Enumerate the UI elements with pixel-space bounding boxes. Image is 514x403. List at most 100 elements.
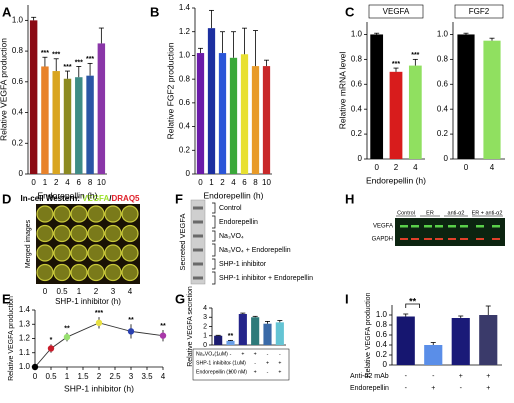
h-row-label: VEGFA — [373, 224, 393, 230]
treatment-sign: - — [405, 385, 408, 392]
x-tick-label: 2 — [54, 178, 59, 187]
y-axis-label: Relative FGF2 production — [165, 42, 175, 139]
x-tick-label: 1 — [209, 178, 214, 187]
bar — [41, 66, 49, 174]
treatment-sign: + — [278, 360, 281, 366]
well — [121, 263, 139, 282]
x-tick-label: 4 — [490, 163, 495, 172]
well — [53, 205, 71, 223]
bar — [262, 66, 271, 174]
f-ylabel: Secreted VEGFA — [178, 213, 187, 270]
y-tick-label: 0 — [203, 342, 207, 349]
chart-title-box — [454, 4, 504, 19]
bar — [226, 340, 235, 345]
treatment-sign: - — [242, 369, 244, 375]
band — [193, 248, 203, 252]
band — [460, 238, 468, 240]
d-col-label: 3 — [111, 287, 116, 296]
band — [492, 225, 500, 228]
well — [36, 205, 54, 223]
band — [193, 276, 203, 280]
y-tick-label: 1.0 — [12, 15, 24, 24]
blot-bands — [193, 206, 203, 280]
treatment-sign: - — [432, 373, 435, 380]
treatment-label: Na₃VO₄(1uM) — [196, 351, 228, 357]
band — [476, 238, 484, 240]
d-title-green: VEGFA — [82, 194, 109, 203]
bar — [218, 53, 227, 174]
treatment-sign: + — [459, 373, 463, 380]
treatment-sign: + — [486, 385, 490, 392]
y-tick-label: 0.2 — [376, 350, 388, 359]
well — [121, 205, 139, 223]
bar — [52, 71, 60, 174]
x-tick-label: 2 — [394, 163, 399, 172]
point — [159, 332, 167, 339]
y-tick-label: 0 — [358, 154, 363, 163]
treatment-sign: + — [229, 369, 232, 375]
y-axis-label: Relative VEGFA production — [8, 296, 15, 381]
y-tick-label: 0.8 — [351, 54, 363, 63]
y-tick-label: 0.2 — [12, 138, 24, 147]
point — [127, 328, 135, 335]
well — [87, 205, 105, 223]
y-tick-label: 2 — [203, 323, 207, 330]
x-tick-label: 10 — [262, 178, 271, 187]
x-tick-label: 0 — [198, 178, 203, 187]
treatment-label: Endorepellin — [350, 385, 389, 392]
well — [36, 263, 54, 282]
band — [460, 225, 468, 228]
treatment-sign: - — [279, 351, 281, 357]
band — [411, 225, 419, 228]
band — [400, 238, 408, 240]
treatment-sign: + — [278, 369, 281, 375]
x-tick-label: 3 — [129, 372, 134, 381]
well — [70, 224, 88, 243]
bar — [86, 75, 94, 174]
x-tick-label: 6 — [77, 178, 82, 187]
x-axis-label: Endorepellin (h) — [37, 190, 97, 200]
d-xlabel: SHP-1 inhibitor (h) — [55, 297, 121, 306]
band — [435, 225, 443, 228]
well — [53, 263, 71, 282]
chart-title: FGF2 — [469, 7, 490, 16]
well — [87, 244, 105, 262]
treatment-sign: - — [217, 369, 219, 375]
annotation: ** — [160, 323, 166, 330]
lane-label: Na₃VO₄ — [219, 233, 244, 240]
x-tick-label: 8 — [88, 178, 93, 187]
y-tick-label: 0.8 — [376, 320, 388, 329]
treatment-sign: + — [431, 385, 435, 392]
y-tick-label: 0.2 — [179, 145, 191, 154]
well — [104, 224, 122, 243]
y-tick-label: 0.8 — [179, 74, 191, 83]
y-tick-label: 0 — [444, 154, 449, 163]
well — [70, 263, 88, 282]
blot-strip — [190, 199, 206, 285]
bar — [63, 78, 72, 174]
x-axis-label: Endorepellin (h) — [203, 190, 263, 200]
y-axis-label: Relative mRNA level — [337, 52, 347, 130]
bar — [370, 34, 384, 159]
bar — [196, 53, 205, 174]
x-tick-label: 1 — [65, 372, 70, 381]
d-col-label: 2 — [94, 287, 99, 296]
point — [31, 363, 39, 371]
y-tick-label: 0.4 — [179, 122, 191, 131]
y-tick-label: 0.4 — [351, 104, 363, 113]
well — [36, 224, 54, 243]
y-tick-label: 0.6 — [12, 77, 24, 86]
y-axis-label: Relative VEGFA production — [365, 292, 372, 377]
d-row-label: Merged images — [25, 219, 32, 268]
d-col-label: 0 — [43, 287, 48, 296]
d-col-label: 1 — [77, 287, 82, 296]
y-tick-label: 0.4 — [12, 108, 24, 117]
bar — [451, 318, 470, 365]
y-tick-label: 1.1 — [19, 348, 31, 357]
bar — [29, 20, 38, 175]
x-tick-label: 1 — [43, 178, 48, 187]
d-title-red: DRAQ5 — [112, 194, 141, 203]
panel-letter: G — [175, 291, 185, 306]
annotation: *** — [41, 50, 49, 57]
x-axis-label: SHP-1 inhibitor (h) — [64, 383, 134, 393]
